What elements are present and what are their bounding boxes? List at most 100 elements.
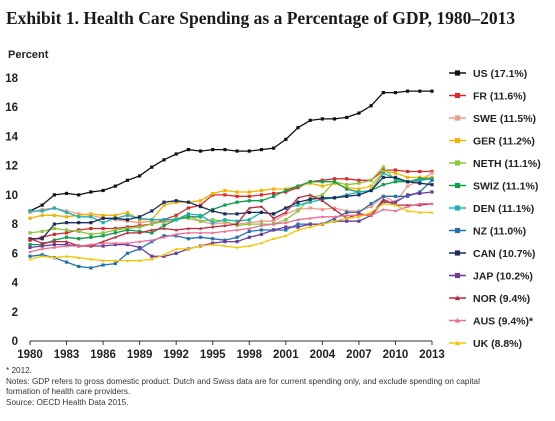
- data-point: [357, 190, 361, 194]
- series-line: [29, 90, 432, 212]
- data-point: [259, 232, 264, 236]
- data-point: [272, 237, 276, 241]
- data-point: [235, 235, 239, 239]
- series-line: [29, 203, 432, 253]
- data-point: [393, 171, 398, 175]
- data-point: [77, 237, 81, 241]
- chart-title: Exhibit 1. Health Care Spending as a Per…: [6, 8, 516, 28]
- data-point: [150, 218, 154, 222]
- data-point: [162, 203, 166, 207]
- data-point: [77, 264, 81, 269]
- series-line: [29, 179, 433, 269]
- series-11: [28, 202, 434, 254]
- legend-label: DEN (11.1%): [473, 203, 534, 215]
- data-point: [430, 178, 434, 182]
- data-point: [52, 256, 56, 259]
- data-point: [345, 183, 349, 187]
- data-point: [211, 237, 215, 241]
- data-point: [40, 209, 44, 213]
- data-point: [101, 241, 105, 245]
- data-point: [296, 218, 300, 222]
- x-tick-label: 1986: [90, 349, 116, 361]
- data-point: [223, 244, 227, 248]
- data-point: [223, 240, 227, 244]
- y-tick-label: 6: [12, 248, 18, 260]
- data-point: [89, 257, 93, 261]
- data-point: [430, 210, 434, 214]
- data-point: [284, 218, 288, 222]
- data-point: [393, 203, 398, 207]
- data-point: [406, 184, 410, 188]
- legend-swatch-marker: [454, 115, 461, 121]
- data-point: [101, 216, 105, 220]
- data-point: [211, 225, 215, 229]
- data-point: [320, 199, 324, 203]
- data-point: [247, 199, 251, 203]
- series-line: [29, 169, 432, 241]
- data-point: [381, 171, 385, 175]
- data-point: [272, 228, 276, 232]
- legend-swatch-marker: [454, 70, 461, 76]
- data-point: [211, 231, 215, 235]
- data-point: [418, 202, 422, 205]
- x-tick-label: 1992: [163, 349, 189, 361]
- data-point: [174, 232, 178, 236]
- data-point: [64, 260, 69, 264]
- series-line: [29, 203, 432, 262]
- data-point: [272, 194, 276, 198]
- x-tick-label: 2013: [419, 349, 445, 361]
- data-point: [393, 180, 398, 184]
- data-point: [138, 245, 142, 250]
- data-point: [235, 212, 239, 216]
- data-point: [418, 210, 422, 214]
- data-point: [198, 226, 203, 230]
- data-point: [113, 216, 117, 220]
- data-point: [125, 178, 130, 182]
- data-point: [28, 250, 32, 254]
- data-point: [186, 237, 190, 241]
- series-line: [30, 176, 433, 240]
- data-point: [406, 175, 410, 179]
- data-point: [284, 212, 288, 216]
- data-point: [247, 218, 251, 222]
- data-point: [381, 194, 385, 198]
- data-point: [430, 202, 434, 205]
- legend-swatch-marker: [454, 272, 461, 279]
- data-point: [296, 184, 300, 188]
- data-point: [52, 242, 56, 247]
- data-point: [77, 193, 81, 197]
- data-point: [259, 241, 264, 245]
- legend-swatch-marker: [454, 160, 461, 166]
- data-point: [198, 244, 203, 248]
- data-point: [381, 165, 385, 169]
- y-tick-label: 10: [5, 190, 18, 202]
- data-point: [235, 149, 239, 153]
- data-point: [174, 218, 178, 222]
- data-point: [211, 221, 215, 225]
- data-point: [150, 209, 154, 213]
- data-point: [284, 234, 288, 238]
- source-line: Source: OECD Health Data 2015.: [6, 397, 129, 407]
- y-tick-label: 8: [12, 219, 19, 231]
- data-point: [259, 228, 264, 232]
- legend-label: SWE (11.5%): [473, 113, 536, 125]
- legend-label: JAP (10.2%): [473, 271, 533, 283]
- series-line: [29, 191, 433, 257]
- data-point: [174, 228, 178, 232]
- data-point: [393, 200, 398, 204]
- data-point: [308, 222, 312, 226]
- x-tick-label: 1998: [236, 349, 262, 361]
- data-point: [272, 191, 276, 196]
- data-point: [357, 193, 361, 197]
- data-point: [393, 209, 398, 213]
- data-point: [186, 147, 190, 152]
- data-point: [52, 245, 56, 249]
- data-point: [296, 203, 300, 207]
- data-point: [64, 254, 69, 258]
- data-point: [247, 194, 251, 198]
- data-point: [235, 228, 239, 232]
- data-point: [198, 199, 203, 203]
- series-0: [28, 89, 434, 213]
- data-point: [418, 191, 422, 196]
- data-point: [406, 209, 410, 213]
